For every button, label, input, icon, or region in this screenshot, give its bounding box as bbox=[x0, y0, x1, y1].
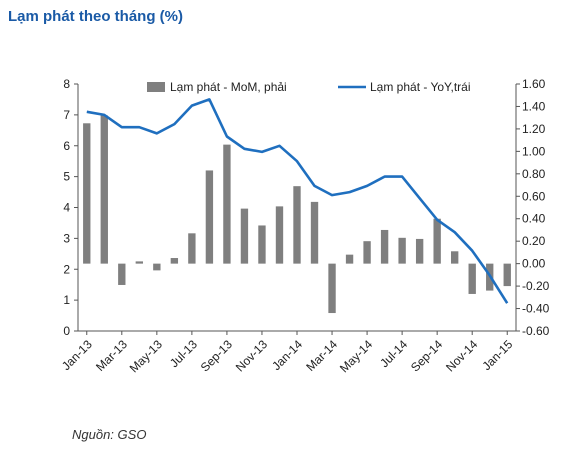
line-yoy bbox=[86, 98, 509, 304]
right-tick-label: 0.00 bbox=[522, 257, 546, 271]
x-tick-label: Sep-13 bbox=[198, 337, 235, 374]
bar-mom bbox=[188, 233, 196, 264]
left-tick-label: 1 bbox=[63, 293, 70, 307]
x-tick-label: Nov-14 bbox=[443, 337, 480, 374]
bar-mom bbox=[100, 115, 108, 264]
bar-mom bbox=[433, 218, 441, 264]
x-tick-label: Jan-13 bbox=[59, 337, 95, 373]
right-tick-label: 0.40 bbox=[522, 212, 546, 226]
bar-mom bbox=[258, 225, 266, 264]
x-tick-label: Mar-14 bbox=[303, 337, 340, 374]
right-tick-label: 1.00 bbox=[522, 144, 546, 158]
left-tick-label: 7 bbox=[63, 108, 70, 122]
bar-mom bbox=[170, 258, 179, 264]
left-tick-label: 6 bbox=[63, 139, 70, 153]
right-tick-label: -0.20 bbox=[522, 279, 550, 293]
right-tick-label: 0.80 bbox=[522, 167, 546, 181]
bar-mom bbox=[83, 123, 91, 264]
x-tick-label: Jul-13 bbox=[167, 337, 200, 370]
left-tick-label: 0 bbox=[63, 324, 70, 338]
x-tick-label: May-14 bbox=[337, 337, 375, 375]
right-tick-label: 1.60 bbox=[522, 77, 546, 91]
bar-mom bbox=[345, 254, 354, 264]
legend-label-yoy: Lạm phát - YoY,trái bbox=[370, 80, 471, 94]
right-tick-label: -0.40 bbox=[522, 302, 550, 316]
bar-mom bbox=[398, 237, 406, 264]
x-tick-label: Jul-14 bbox=[377, 337, 410, 370]
page-title: Lạm phát theo tháng (%) bbox=[8, 8, 183, 25]
left-tick-label: 3 bbox=[63, 231, 70, 245]
left-tick-label: 8 bbox=[63, 77, 70, 91]
bar-mom bbox=[503, 263, 511, 287]
x-tick-label: Sep-14 bbox=[408, 337, 445, 374]
bar-mom bbox=[240, 208, 249, 264]
x-tick-label: Jan-15 bbox=[480, 337, 516, 373]
right-tick-label: -0.60 bbox=[522, 324, 550, 338]
x-tick-label: Mar-13 bbox=[93, 337, 130, 374]
x-tick-label: Nov-13 bbox=[233, 337, 270, 374]
bar-mom bbox=[293, 186, 301, 264]
right-tick-label: 0.20 bbox=[522, 234, 546, 248]
bar-mom bbox=[363, 241, 371, 264]
right-tick-label: 1.20 bbox=[522, 122, 546, 136]
right-tick-label: 0.60 bbox=[522, 189, 546, 203]
bar-mom bbox=[451, 251, 459, 264]
x-tick-label: Jan-14 bbox=[269, 337, 305, 373]
legend-label-mom: Lạm phát - MoM, phải bbox=[170, 80, 287, 94]
bar-mom bbox=[118, 263, 126, 285]
bar-mom bbox=[415, 238, 424, 264]
bar-mom bbox=[205, 170, 214, 264]
left-tick-label: 4 bbox=[63, 201, 70, 215]
source-note: Nguồn: GSO bbox=[72, 427, 147, 442]
bar-mom bbox=[468, 263, 476, 294]
bar-mom bbox=[223, 144, 231, 264]
left-tick-label: 2 bbox=[63, 262, 70, 276]
bar-mom bbox=[380, 229, 389, 264]
legend-swatch-mom bbox=[147, 82, 165, 92]
x-tick-label: May-13 bbox=[127, 337, 165, 375]
right-tick-label: 1.40 bbox=[522, 99, 546, 113]
bar-mom bbox=[153, 263, 161, 271]
bar-mom bbox=[275, 206, 284, 264]
bar-mom bbox=[135, 261, 143, 264]
left-tick-label: 5 bbox=[63, 170, 70, 184]
bar-mom bbox=[310, 201, 319, 264]
bar-mom bbox=[328, 263, 336, 314]
